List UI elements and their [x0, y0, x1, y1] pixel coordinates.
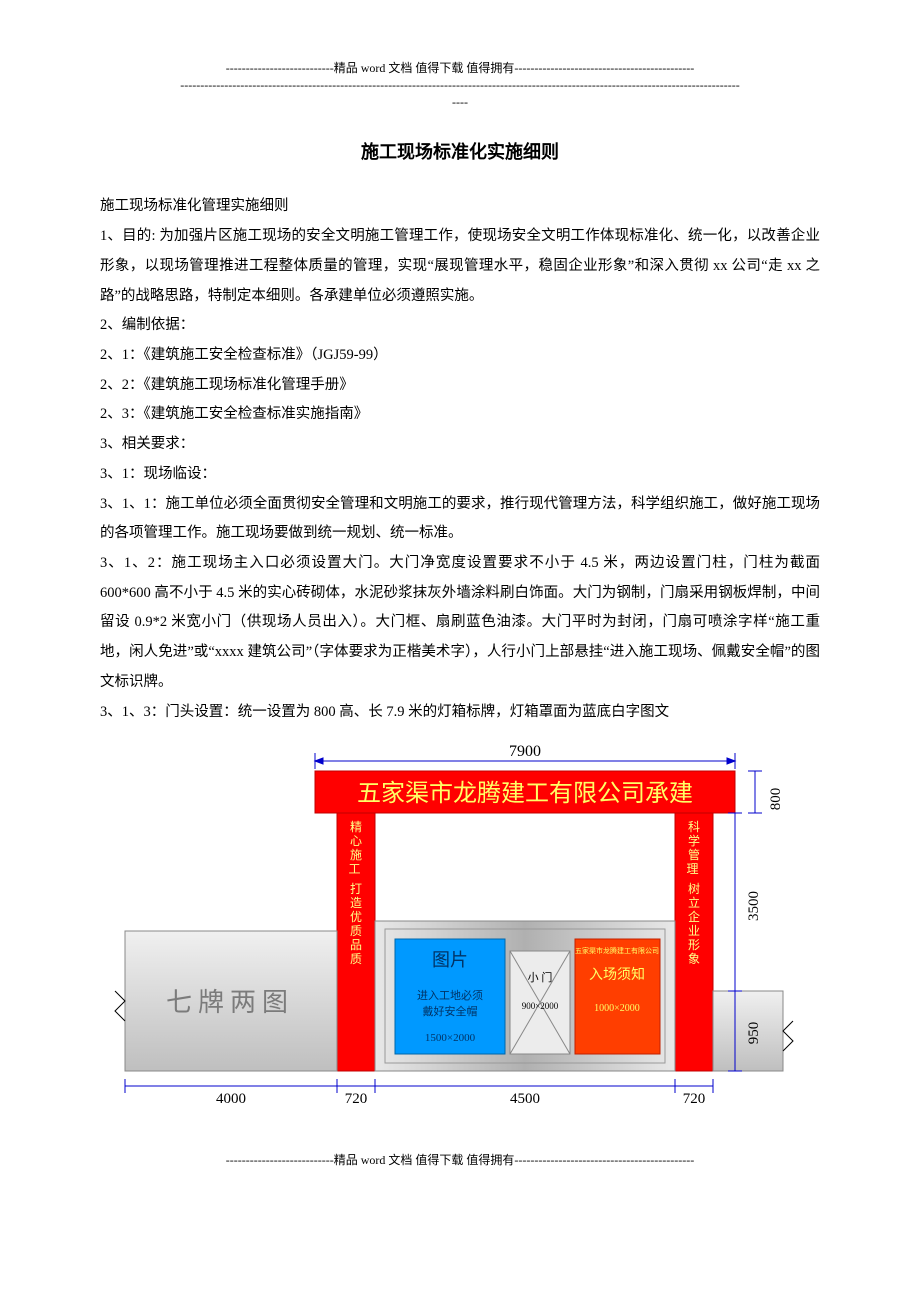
- footer-dash-left: ---------------------------: [226, 1153, 334, 1167]
- header-dash-right: ----------------------------------------…: [514, 61, 694, 75]
- para-2: 2、编制依据：: [100, 311, 820, 341]
- para-3: 2、1：《建筑施工安全检查标准》（JGJ59-99）: [100, 341, 820, 371]
- blue-board-line2: 戴好安全帽: [423, 1004, 478, 1018]
- dim-800: [748, 771, 762, 813]
- para-8: 3、1、1：施工单位必须全面贯彻安全管理和文明施工的要求，推行现代管理方法，科学…: [100, 490, 820, 549]
- banner-text: 五家渠市龙腾建工有限公司承建: [357, 780, 693, 807]
- footer-dash-block: ---------------------------精品 word 文档 值得…: [100, 1151, 820, 1168]
- para-1: 1、目的: 为加强片区施工现场的安全文明施工管理工作，使现场安全文明工作体现标准…: [100, 222, 820, 311]
- break-left-icon: [115, 991, 125, 1021]
- para-6: 3、相关要求：: [100, 430, 820, 460]
- small-door-size: 900×2000: [522, 1001, 559, 1011]
- red-board-size: 1000×2000: [594, 1003, 640, 1014]
- para-0: 施工现场标准化管理实施细则: [100, 192, 820, 222]
- dim-4000-label: 4000: [216, 1091, 246, 1107]
- header-long-dash: ----------------------------------------…: [100, 77, 820, 94]
- header-label: 精品 word 文档 值得下载 值得拥有: [334, 61, 515, 75]
- left-pillar-text: 精心施工 打造优质品质: [348, 820, 363, 966]
- right-pillar-text: 科学管理 树立企业形象: [686, 820, 701, 966]
- blue-board-title: 图片: [432, 950, 468, 970]
- para-10: 3、1、3：门头设置：统一设置为 800 高、长 7.9 米的灯箱标牌，灯箱罩面…: [100, 698, 820, 728]
- footer-label: 精品 word 文档 值得下载 值得拥有: [334, 1153, 515, 1167]
- para-7: 3、1：现场临设：: [100, 460, 820, 490]
- blue-board-line1: 进入工地必须: [417, 989, 483, 1002]
- dim-800-label: 800: [768, 788, 784, 811]
- dim-3500-label: 3500: [746, 891, 762, 921]
- para-5: 2、3：《建筑施工安全检查标准实施指南》: [100, 400, 820, 430]
- red-board-title: 入场须知: [589, 966, 645, 983]
- header-dash-block: ---------------------------精品 word 文档 值得…: [100, 60, 820, 77]
- para-4: 2、2：《建筑施工现场标准化管理手册》: [100, 371, 820, 401]
- gate-diagram: 7900 五家渠市龙腾建工有限公司承建 800 精心施工 打造优质品质 科学管理…: [100, 741, 820, 1111]
- page: ---------------------------精品 word 文档 值得…: [100, 60, 820, 1168]
- dim-4500-label: 4500: [510, 1091, 540, 1107]
- dim-950-label: 950: [746, 1022, 762, 1045]
- left-wall-label: 七牌两图: [166, 988, 294, 1017]
- header-tiny-dash: ----: [100, 94, 820, 111]
- dim-720a-label: 720: [345, 1091, 368, 1107]
- red-board: [575, 939, 660, 1054]
- red-board-company: 五家渠市龙腾建工有限公司: [575, 946, 659, 955]
- break-right-icon: [783, 1021, 793, 1051]
- gate-svg: 7900 五家渠市龙腾建工有限公司承建 800 精心施工 打造优质品质 科学管理…: [110, 741, 810, 1111]
- small-door-label: 小 门: [528, 970, 553, 984]
- header-dash-left: ---------------------------: [226, 61, 334, 75]
- dim-top-label: 7900: [509, 743, 541, 760]
- dim-3500: [728, 813, 742, 991]
- dim-720b-label: 720: [683, 1091, 706, 1107]
- footer-dash-right: ----------------------------------------…: [514, 1153, 694, 1167]
- para-9: 3、1、2：施工现场主入口必须设置大门。大门净宽度设置要求不小于 4.5 米，两…: [100, 549, 820, 698]
- dim-bottom: [125, 1079, 713, 1093]
- blue-board-size: 1500×2000: [425, 1032, 476, 1044]
- page-title: 施工现场标准化实施细则: [100, 138, 820, 164]
- body-text: 施工现场标准化管理实施细则 1、目的: 为加强片区施工现场的安全文明施工管理工作…: [100, 192, 820, 727]
